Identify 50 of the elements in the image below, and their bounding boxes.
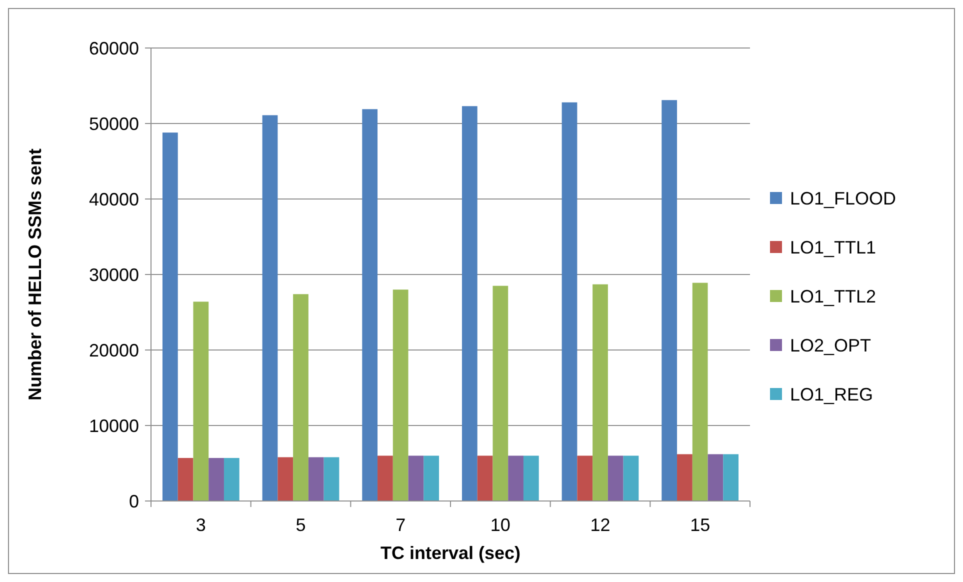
y-tick-label: 0: [128, 491, 139, 512]
legend-label: LO1_FLOOD: [790, 188, 896, 208]
y-tick-label: 50000: [88, 114, 139, 134]
bar: [262, 115, 278, 501]
y-tick-label: 60000: [88, 38, 139, 58]
x-tick-label: 15: [690, 515, 710, 535]
bar: [592, 284, 608, 501]
y-tick-label: 40000: [88, 189, 139, 210]
bar: [723, 454, 739, 501]
bar: [224, 458, 240, 501]
bar: [392, 290, 408, 501]
bar: [708, 454, 724, 501]
legend-label: LO1_REG: [790, 384, 874, 404]
x-tick-label: 7: [396, 515, 406, 535]
bar: [278, 457, 294, 501]
bar: [492, 286, 508, 501]
y-tick-label: 10000: [88, 416, 139, 436]
x-tick-label: 3: [196, 515, 206, 535]
bar: [508, 456, 524, 501]
bar: [424, 456, 440, 501]
bar: [608, 456, 624, 501]
legend-label: LO2_OPT: [790, 335, 872, 356]
bar: [562, 102, 578, 501]
bar: [623, 456, 639, 501]
y-tick-label: 20000: [88, 340, 139, 360]
bar: [408, 456, 424, 501]
bar: [293, 294, 308, 501]
bar: [162, 132, 178, 501]
bar: [362, 109, 378, 501]
bar: [677, 454, 692, 501]
bar: [324, 457, 340, 501]
legend-label: LO1_TTL1: [790, 237, 876, 258]
legend-label: LO1_TTL2: [790, 286, 876, 306]
x-tick-label: 12: [590, 515, 610, 535]
x-tick-label: 10: [490, 515, 510, 535]
bar: [692, 282, 708, 501]
bar: [577, 456, 593, 501]
bar: [523, 456, 539, 501]
y-tick-label: 30000: [88, 264, 139, 285]
y-axis-title: Number of HELLO SSMs sent: [25, 148, 45, 401]
bar: [208, 458, 224, 501]
bar: [193, 302, 209, 501]
bar: [477, 456, 493, 501]
bar: [308, 457, 324, 501]
bar: [462, 106, 478, 501]
bar: [178, 458, 194, 501]
x-axis-title: TC interval (sec): [380, 543, 521, 563]
bar: [662, 100, 678, 501]
bar: [378, 456, 393, 501]
x-tick-label: 5: [296, 515, 306, 535]
